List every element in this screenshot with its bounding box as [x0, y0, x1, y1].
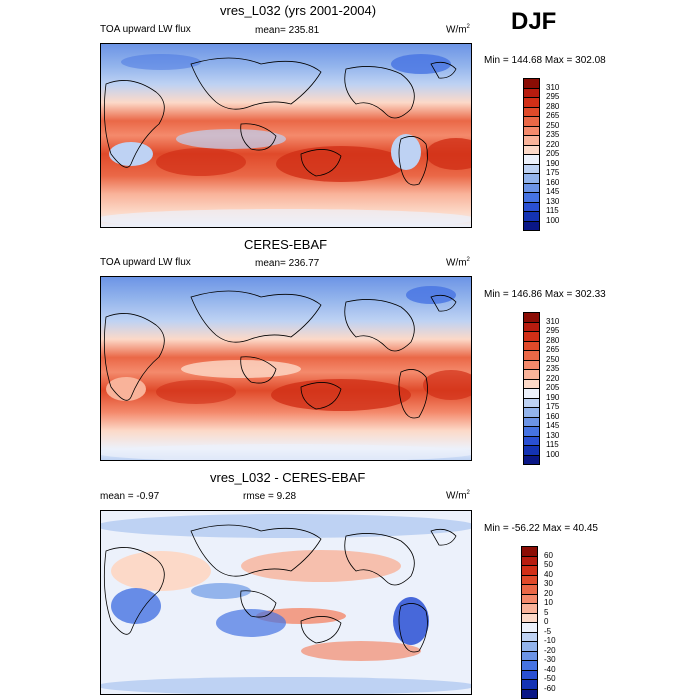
panel-3-minmax: Min = -56.22 Max = 40.45 — [484, 523, 598, 534]
colorbar-tick-label: 20 — [544, 588, 553, 598]
colorbar-tick-label: 50 — [544, 560, 553, 569]
panel-1-mean-label: mean= 235.81 — [255, 25, 320, 36]
panel-3-field — [101, 511, 471, 694]
panel-3-title: vres_L032 - CERES-EBAF — [210, 470, 366, 485]
colorbar-tick-label: 265 — [546, 111, 560, 120]
colorbar-tick-label: 160 — [546, 411, 560, 421]
colorbar-tick-label: 100 — [546, 215, 560, 225]
colorbar-swatch — [523, 454, 540, 465]
colorbar-tick-label: 280 — [546, 335, 560, 345]
panel-1-map — [100, 43, 472, 228]
colorbar-tick-label: 190 — [546, 392, 560, 402]
colorbar-tick-label: 60 — [544, 550, 553, 560]
colorbar-tick-label: 30 — [544, 579, 553, 588]
colorbar-tick-label: 175 — [546, 402, 560, 411]
panel-3-map — [100, 510, 472, 695]
panel-1-units: W/m2 — [446, 24, 470, 36]
colorbar-tick-label: 145 — [546, 187, 560, 196]
colorbar-tick-label: 190 — [546, 158, 560, 168]
colorbar-tick-label: 5 — [544, 607, 549, 617]
colorbar-tick-label: 160 — [546, 177, 560, 187]
panel-1-minmax: Min = 144.68 Max = 302.08 — [484, 55, 606, 66]
panel-2-units: W/m2 — [446, 257, 470, 269]
colorbar-tick-label: 115 — [546, 440, 559, 449]
colorbar-tick-label: 0 — [544, 617, 549, 626]
panel-2-mean-label: mean= 236.77 — [255, 258, 320, 269]
colorbar-tick-label: 10 — [544, 598, 553, 607]
colorbar-tick-label: 250 — [546, 354, 560, 364]
colorbar-tick-label: 310 — [546, 316, 560, 326]
colorbar-tick-label: 235 — [546, 130, 560, 139]
panel-1-title: vres_L032 (yrs 2001-2004) — [220, 3, 377, 18]
colorbar-tick-label: 295 — [546, 326, 560, 335]
colorbar-tick-label: -10 — [544, 636, 556, 645]
panel-3-units: W/m2 — [446, 490, 470, 502]
colorbar-tick-label: 310 — [546, 82, 560, 92]
panel-2-minmax: Min = 146.86 Max = 302.33 — [484, 289, 606, 300]
colorbar-tick-label: 145 — [546, 421, 560, 430]
colorbar-tick-label: 130 — [546, 196, 560, 206]
colorbar-tick-label: -40 — [544, 664, 556, 674]
panel-1-variable-label: TOA upward LW flux — [100, 24, 191, 35]
panel-2-variable-label: TOA upward LW flux — [100, 257, 191, 268]
colorbar-tick-label: 235 — [546, 364, 560, 373]
colorbar-tick-label: 175 — [546, 168, 560, 177]
colorbar-tick-label: -30 — [544, 655, 556, 664]
colorbar-tick-label: 115 — [546, 206, 559, 215]
colorbar-tick-label: 130 — [546, 430, 560, 440]
colorbar-tick-label: 220 — [546, 373, 560, 383]
colorbar-tick-label: 100 — [546, 449, 560, 459]
panel-2-title: CERES-EBAF — [244, 237, 328, 252]
colorbar-tick-label: 250 — [546, 120, 560, 130]
colorbar-tick-label: -20 — [544, 645, 556, 655]
colorbar-tick-label: 295 — [546, 92, 560, 101]
colorbar-tick-label: 205 — [546, 149, 560, 158]
colorbar-tick-label: 40 — [544, 569, 553, 579]
colorbar-swatch — [521, 688, 538, 699]
colorbar-swatch — [523, 220, 540, 231]
colorbar-tick-label: 280 — [546, 101, 560, 111]
colorbar-tick-label: 265 — [546, 345, 560, 354]
panel-2-map — [100, 276, 472, 461]
panel-3-rmse-label: rmse = 9.28 — [243, 491, 297, 502]
colorbar-tick-label: -60 — [544, 683, 556, 693]
panel-1-field — [101, 44, 471, 227]
colorbar-tick-label: -50 — [544, 674, 556, 683]
season-label: DJF — [511, 8, 557, 35]
panel-3-mean-label: mean = -0.97 — [100, 491, 160, 502]
colorbar-tick-label: 220 — [546, 139, 560, 149]
colorbar-tick-label: 205 — [546, 383, 560, 392]
panel-2-field — [101, 277, 471, 460]
colorbar-tick-label: -5 — [544, 626, 552, 636]
